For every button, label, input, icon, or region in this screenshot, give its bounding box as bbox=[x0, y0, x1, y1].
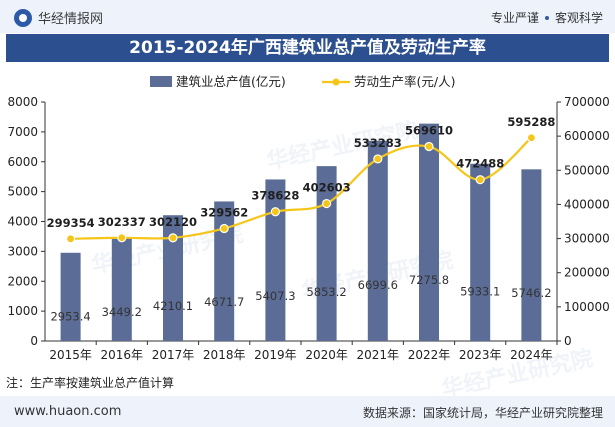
bar-value-label: 2953.4 bbox=[50, 309, 90, 323]
x-tick-label: 2021年 bbox=[357, 348, 400, 362]
logo-icon bbox=[14, 8, 32, 27]
chart: 0 1000 2000 3000 4000 5000 6000 7000 8000 0 100000… bbox=[7, 74, 610, 362]
line-value-label: 595288 bbox=[507, 115, 555, 129]
x-tick-label: 2024年 bbox=[510, 348, 553, 362]
left-tick-label: 1000 bbox=[7, 304, 38, 318]
legend-swatch-bar bbox=[150, 76, 172, 87]
bar-value-label: 5407.3 bbox=[255, 289, 295, 303]
line-value-label: 472488 bbox=[456, 157, 504, 171]
right-tick-label: 100000 bbox=[564, 300, 610, 314]
line-point bbox=[373, 154, 383, 164]
right-tick-label: 600000 bbox=[564, 129, 610, 143]
bar bbox=[521, 169, 542, 341]
bullet-icon bbox=[544, 15, 549, 20]
x-tick-label: 2020年 bbox=[305, 348, 348, 362]
right-tick-label: 0 bbox=[564, 334, 572, 348]
left-tick-label: 3000 bbox=[7, 244, 38, 258]
bar bbox=[111, 237, 132, 341]
line-point bbox=[270, 207, 280, 217]
left-tick-label: 6000 bbox=[7, 155, 38, 169]
bar-value-label: 6699.6 bbox=[358, 278, 398, 292]
right-tick-label: 400000 bbox=[564, 197, 610, 211]
x-tick-label: 2019年 bbox=[254, 348, 297, 362]
line-value-label: 378628 bbox=[251, 189, 299, 203]
x-tick-label: 2022年 bbox=[408, 348, 451, 362]
left-tick-label: 8000 bbox=[7, 95, 38, 109]
legend-label-bar: 建筑业总产值(亿元) bbox=[176, 74, 286, 89]
line-point bbox=[526, 133, 537, 143]
bar-value-label: 5853.2 bbox=[306, 285, 346, 299]
brand[interactable]: 华经情报网 bbox=[14, 8, 103, 27]
bar bbox=[214, 201, 235, 341]
bar-value-label: 4671.7 bbox=[204, 295, 244, 309]
line-value-label: 302337 bbox=[98, 215, 146, 229]
left-tick-label: 4000 bbox=[7, 215, 38, 229]
x-tick-label: 2016年 bbox=[101, 348, 144, 362]
right-tick-label: 300000 bbox=[564, 232, 610, 246]
line-point bbox=[117, 233, 127, 243]
footer-bar bbox=[0, 396, 615, 427]
line-value-label: 329562 bbox=[200, 205, 248, 219]
line-value-label: 533283 bbox=[354, 136, 402, 150]
bar-value-label: 5746.2 bbox=[511, 286, 551, 300]
left-tick-label: 5000 bbox=[7, 185, 38, 199]
bar-value-label: 5933.1 bbox=[460, 284, 500, 298]
x-tick-label: 2015年 bbox=[49, 348, 92, 362]
website-link[interactable]: www.huaon.com bbox=[14, 404, 122, 419]
bar-value-label: 3449.2 bbox=[102, 305, 142, 319]
bar bbox=[163, 215, 183, 341]
series-line bbox=[70, 136, 533, 240]
bar bbox=[60, 252, 81, 341]
bar bbox=[265, 179, 286, 341]
top-bar: 华经情报网 专业严谨 客观科学 bbox=[0, 0, 615, 33]
line-point bbox=[219, 223, 229, 234]
legend-marker-line bbox=[332, 78, 340, 86]
legend-label-line: 劳动生产率(元/人) bbox=[354, 74, 455, 89]
tag-professional: 专业严谨 bbox=[490, 11, 539, 25]
x-tick-label: 2023年 bbox=[459, 348, 502, 362]
left-tick-label: 2000 bbox=[7, 274, 38, 288]
bar bbox=[419, 123, 439, 342]
line-point bbox=[424, 141, 434, 152]
right-tick-label: 200000 bbox=[564, 266, 610, 280]
tagline: 专业严谨 客观科学 bbox=[491, 9, 603, 26]
left-tick-label: 7000 bbox=[7, 125, 38, 139]
chart-title: 2015-2024年广西建筑业总产值及劳动生产率 bbox=[6, 34, 609, 62]
x-tick-label: 2017年 bbox=[152, 348, 195, 362]
tag-objective: 客观科学 bbox=[554, 11, 603, 25]
bar-value-label: 7275.8 bbox=[409, 273, 449, 287]
right-tick-label: 500000 bbox=[564, 163, 610, 177]
line-point bbox=[168, 233, 178, 243]
line-point bbox=[65, 234, 76, 244]
line-value-label: 402603 bbox=[303, 181, 351, 195]
line-point bbox=[322, 198, 332, 209]
chart-note: 注：生产率按建筑业总产值计算 bbox=[6, 376, 175, 390]
bar-value-label: 4210.1 bbox=[153, 299, 193, 313]
bar bbox=[470, 163, 491, 341]
bar bbox=[367, 140, 388, 341]
bar bbox=[316, 166, 337, 341]
line-value-label: 299354 bbox=[47, 216, 95, 230]
data-source: 数据来源：国家统计局，华经产业研究院整理 bbox=[362, 406, 603, 420]
site-name: 华经情报网 bbox=[38, 12, 104, 27]
line-point bbox=[475, 175, 485, 185]
x-tick-label: 2018年 bbox=[203, 348, 246, 362]
line-value-label: 569610 bbox=[405, 124, 453, 138]
right-tick-label: 700000 bbox=[564, 95, 610, 109]
left-tick-label: 0 bbox=[30, 334, 38, 348]
line-value-label: 302120 bbox=[149, 215, 197, 229]
